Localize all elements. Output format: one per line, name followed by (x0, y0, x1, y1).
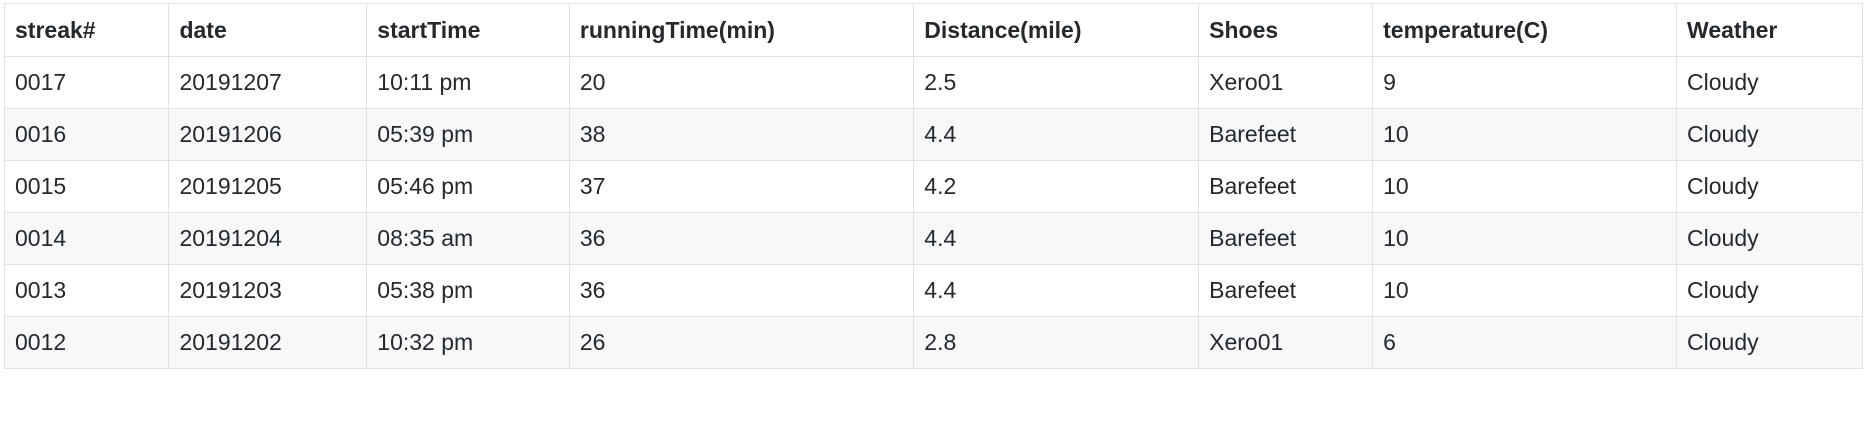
cell-running-time: 36 (568, 212, 915, 265)
cell-start-time: 05:38 pm (366, 264, 570, 317)
cell-temperature: 6 (1372, 316, 1678, 369)
cell-streak: 0013 (3, 264, 170, 317)
cell-date: 20191206 (168, 108, 368, 161)
table-row: 0016 20191206 05:39 pm 38 4.4 Barefeet 1… (3, 108, 1863, 161)
cell-date: 20191204 (168, 212, 368, 265)
cell-streak: 0012 (3, 316, 170, 369)
cell-shoes: Barefeet (1198, 212, 1374, 265)
cell-shoes: Barefeet (1198, 264, 1374, 317)
column-header-running-time: runningTime(min) (568, 3, 915, 57)
cell-temperature: 10 (1372, 212, 1678, 265)
cell-distance: 4.4 (913, 108, 1200, 161)
cell-temperature: 9 (1372, 56, 1678, 109)
cell-distance: 4.2 (913, 160, 1200, 213)
cell-running-time: 36 (568, 264, 915, 317)
cell-shoes: Barefeet (1198, 108, 1374, 161)
cell-shoes: Xero01 (1198, 56, 1374, 109)
cell-start-time: 08:35 am (366, 212, 570, 265)
cell-date: 20191207 (168, 56, 368, 109)
cell-weather: Cloudy (1676, 160, 1863, 213)
cell-start-time: 10:32 pm (366, 316, 570, 369)
cell-running-time: 26 (568, 316, 915, 369)
running-log-table: streak# date startTime runningTime(min) … (3, 3, 1863, 369)
cell-distance: 2.8 (913, 316, 1200, 369)
cell-distance: 4.4 (913, 264, 1200, 317)
cell-temperature: 10 (1372, 108, 1678, 161)
column-header-weather: Weather (1676, 3, 1863, 57)
cell-date: 20191205 (168, 160, 368, 213)
cell-weather: Cloudy (1676, 316, 1863, 369)
cell-weather: Cloudy (1676, 108, 1863, 161)
column-header-shoes: Shoes (1198, 3, 1374, 57)
column-header-temperature: temperature(C) (1372, 3, 1678, 57)
cell-streak: 0015 (3, 160, 170, 213)
cell-weather: Cloudy (1676, 264, 1863, 317)
cell-start-time: 05:46 pm (366, 160, 570, 213)
column-header-start-time: startTime (366, 3, 570, 57)
cell-running-time: 38 (568, 108, 915, 161)
cell-shoes: Barefeet (1198, 160, 1374, 213)
column-header-streak: streak# (3, 3, 170, 57)
cell-date: 20191203 (168, 264, 368, 317)
table-row: 0012 20191202 10:32 pm 26 2.8 Xero01 6 C… (3, 316, 1863, 369)
cell-running-time: 20 (568, 56, 915, 109)
column-header-distance: Distance(mile) (913, 3, 1200, 57)
cell-start-time: 05:39 pm (366, 108, 570, 161)
table-row: 0014 20191204 08:35 am 36 4.4 Barefeet 1… (3, 212, 1863, 265)
cell-weather: Cloudy (1676, 212, 1863, 265)
cell-streak: 0016 (3, 108, 170, 161)
cell-streak: 0014 (3, 212, 170, 265)
cell-shoes: Xero01 (1198, 316, 1374, 369)
table-row: 0017 20191207 10:11 pm 20 2.5 Xero01 9 C… (3, 56, 1863, 109)
cell-temperature: 10 (1372, 264, 1678, 317)
column-header-date: date (168, 3, 368, 57)
table-header-row: streak# date startTime runningTime(min) … (3, 3, 1863, 57)
cell-weather: Cloudy (1676, 56, 1863, 109)
cell-running-time: 37 (568, 160, 915, 213)
cell-distance: 2.5 (913, 56, 1200, 109)
cell-date: 20191202 (168, 316, 368, 369)
cell-distance: 4.4 (913, 212, 1200, 265)
cell-streak: 0017 (3, 56, 170, 109)
table-row: 0013 20191203 05:38 pm 36 4.4 Barefeet 1… (3, 264, 1863, 317)
cell-temperature: 10 (1372, 160, 1678, 213)
cell-start-time: 10:11 pm (366, 56, 570, 109)
table-row: 0015 20191205 05:46 pm 37 4.2 Barefeet 1… (3, 160, 1863, 213)
